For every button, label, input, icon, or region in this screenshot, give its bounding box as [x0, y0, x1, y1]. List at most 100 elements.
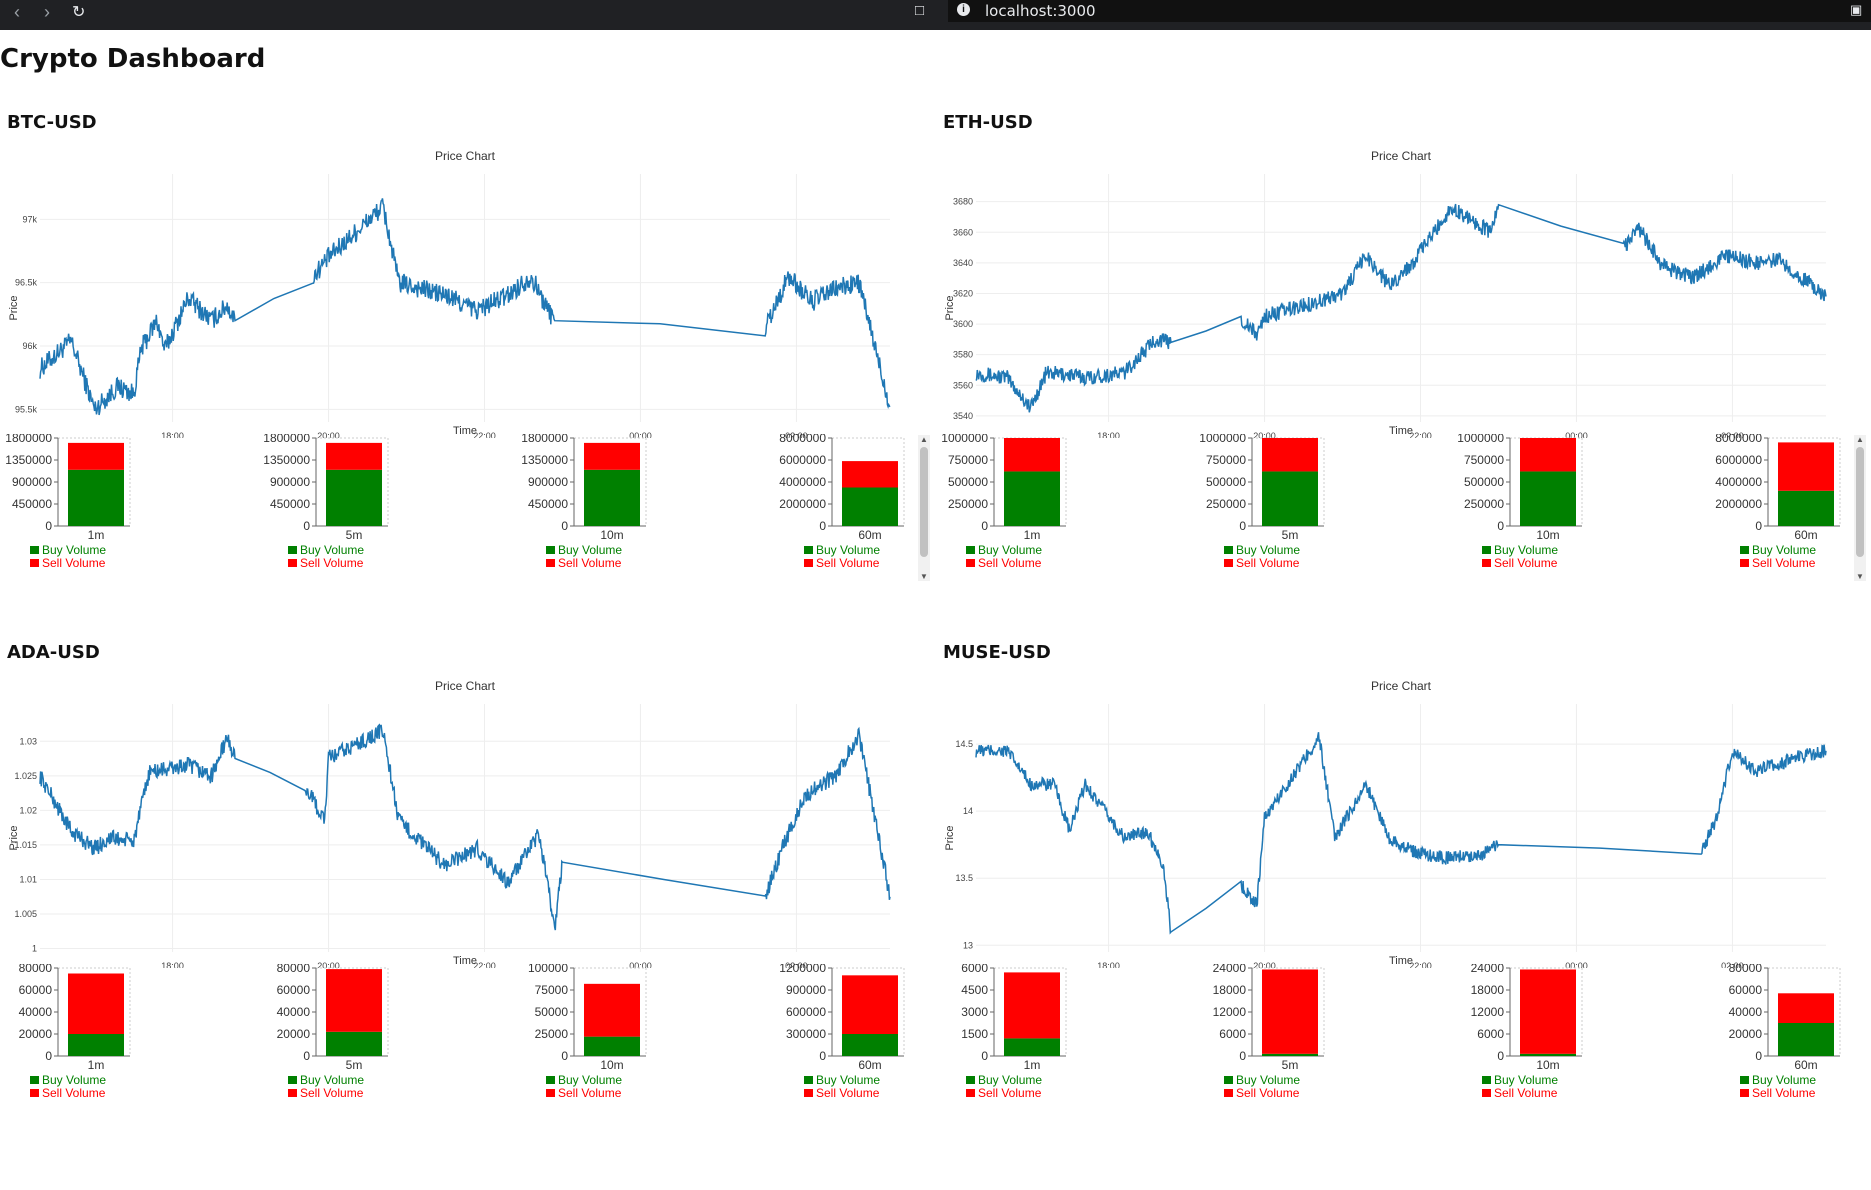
scroll-up-icon[interactable]: ▲ — [1856, 435, 1864, 444]
volume-interval-label: 60m — [1794, 1058, 1817, 1072]
panel-title: ADA-USD — [7, 642, 100, 663]
buy-volume-bar[interactable] — [1004, 1038, 1060, 1056]
price-line[interactable] — [975, 203, 1827, 413]
sell-volume-bar[interactable] — [326, 442, 382, 470]
bookmark-icon[interactable]: □ — [915, 2, 925, 19]
buy-volume-bar[interactable] — [842, 487, 898, 527]
x-tick-label: 02:00 — [785, 431, 808, 438]
legend-sell-label: Sell Volume — [300, 1086, 364, 1100]
sell-volume-bar[interactable] — [1262, 438, 1318, 472]
buy-volume-bar[interactable] — [1520, 1053, 1576, 1056]
volume-y-tick-label: 0 — [1239, 1049, 1246, 1063]
sell-volume-bar[interactable] — [584, 442, 640, 470]
volume-y-tick-label: 6000 — [1219, 1027, 1246, 1041]
volume-scrollbar[interactable]: ▲ ▼ — [918, 435, 930, 581]
sell-volume-bar[interactable] — [1004, 438, 1060, 472]
buy-volume-bar[interactable] — [584, 469, 640, 526]
legend-buy-label: Buy Volume — [1494, 543, 1558, 557]
sell-volume-bar[interactable] — [1262, 969, 1318, 1054]
legend-sell-swatch — [966, 1089, 975, 1097]
buy-volume-bar[interactable] — [68, 1034, 124, 1056]
buy-volume-bar[interactable] — [326, 1031, 382, 1056]
sell-volume-bar[interactable] — [1520, 969, 1576, 1054]
buy-volume-bar[interactable] — [1520, 471, 1576, 526]
sell-volume-bar[interactable] — [1004, 972, 1060, 1039]
buy-volume-bar[interactable] — [1778, 490, 1834, 526]
volume-y-tick-label: 12000 — [1213, 1005, 1247, 1019]
buy-volume-bar[interactable] — [68, 469, 124, 526]
legend-sell-label: Sell Volume — [978, 1086, 1042, 1100]
scroll-down-icon[interactable]: ▼ — [920, 572, 928, 581]
legend-sell-swatch — [288, 559, 297, 567]
back-icon[interactable]: ‹ — [14, 2, 20, 22]
buy-volume-bar[interactable] — [584, 1036, 640, 1056]
reload-icon[interactable]: ↻ — [72, 4, 86, 21]
scroll-thumb[interactable] — [920, 447, 928, 557]
buy-volume-bar[interactable] — [1004, 471, 1060, 526]
sell-volume-bar[interactable] — [842, 975, 898, 1034]
sell-volume-bar[interactable] — [68, 973, 124, 1035]
legend-sell-label: Sell Volume — [1752, 556, 1816, 570]
sell-volume-bar[interactable] — [842, 461, 898, 488]
volume-y-tick-label: 900000 — [270, 475, 310, 489]
y-tick-label: 3680 — [953, 197, 973, 207]
sell-volume-bar[interactable] — [68, 442, 124, 470]
volume-y-tick-label: 450000 — [12, 497, 52, 511]
scroll-thumb[interactable] — [1856, 447, 1864, 557]
legend-buy-label: Buy Volume — [1752, 1073, 1816, 1087]
x-tick-label: 20:00 — [1253, 431, 1276, 438]
url-text[interactable]: localhost:3000 — [985, 2, 1096, 20]
volume-y-tick-label: 1350000 — [521, 453, 568, 467]
buy-volume-bar[interactable] — [1262, 1053, 1318, 1056]
scroll-down-icon[interactable]: ▼ — [1856, 572, 1864, 581]
buy-volume-bar[interactable] — [1262, 471, 1318, 526]
volume-scrollbar[interactable]: ▲ ▼ — [1854, 435, 1866, 581]
legend-buy-label: Buy Volume — [300, 1073, 364, 1087]
sell-volume-bar[interactable] — [1520, 438, 1576, 472]
volume-y-tick-label: 0 — [981, 519, 988, 533]
sell-volume-bar[interactable] — [1778, 993, 1834, 1023]
x-tick-label: 00:00 — [629, 961, 652, 968]
volume-y-tick-label: 18000 — [1471, 983, 1505, 997]
volume-y-tick-label: 0 — [1755, 519, 1762, 533]
volume-y-tick-label: 20000 — [277, 1027, 311, 1041]
legend-sell-swatch — [1224, 559, 1233, 567]
forward-icon[interactable]: › — [44, 2, 50, 22]
scroll-up-icon[interactable]: ▲ — [920, 435, 928, 444]
cast-icon[interactable]: ▣ — [1850, 2, 1863, 17]
price-chart[interactable]: Price Chart 3540 3560 3580 3600 3620 3640 3660 3… — [936, 138, 1866, 438]
price-chart[interactable]: Price Chart 1 1.005 1.01 1.015 1.02 1.025 1.03 1… — [0, 668, 930, 968]
volume-interval-label: 5m — [1282, 1058, 1299, 1072]
buy-volume-bar[interactable] — [842, 1034, 898, 1056]
sell-volume-bar[interactable] — [1778, 442, 1834, 491]
price-line[interactable] — [39, 723, 891, 931]
address-bar[interactable] — [948, 0, 1871, 22]
buy-volume-bar[interactable] — [1778, 1023, 1834, 1056]
sell-volume-bar[interactable] — [326, 969, 382, 1032]
price-line[interactable] — [39, 198, 891, 416]
site-info-icon[interactable]: i — [957, 3, 970, 16]
volume-y-tick-label: 750000 — [1464, 453, 1504, 467]
sell-volume-bar[interactable] — [584, 983, 640, 1037]
volume-y-tick-label: 500000 — [1464, 475, 1504, 489]
price-line[interactable] — [975, 732, 1827, 935]
buy-volume-bar[interactable] — [326, 469, 382, 526]
